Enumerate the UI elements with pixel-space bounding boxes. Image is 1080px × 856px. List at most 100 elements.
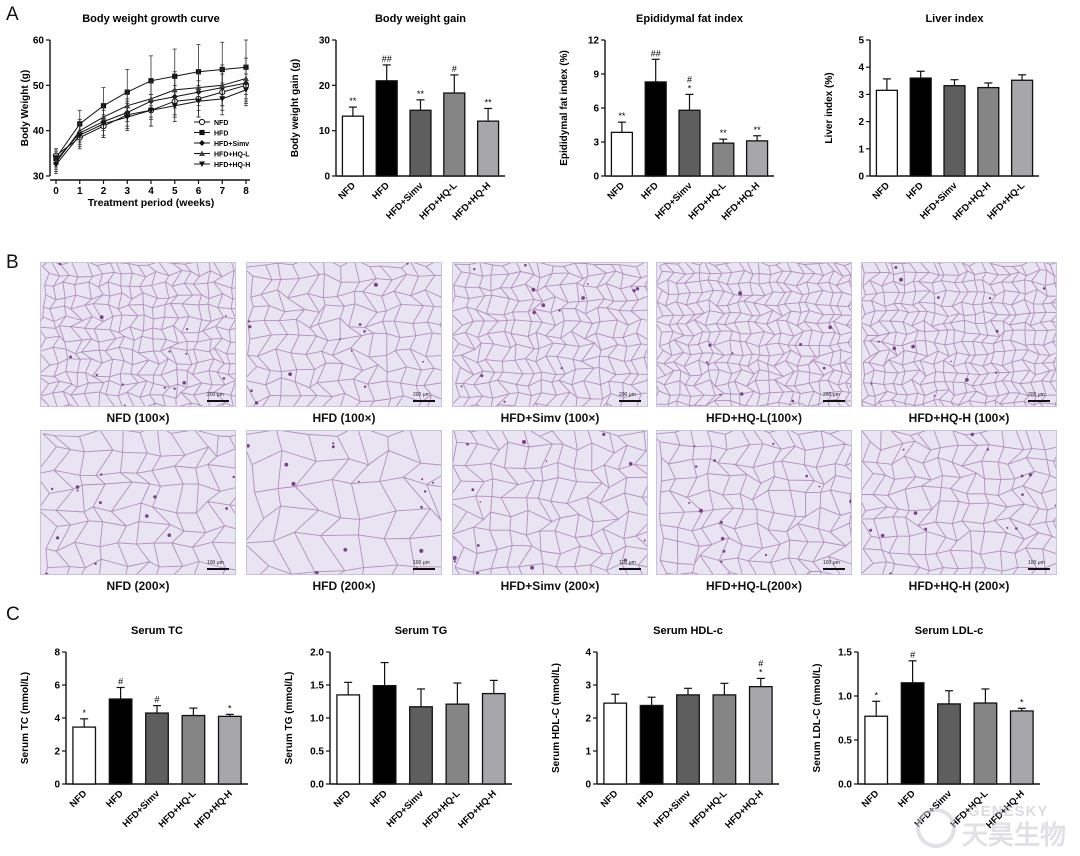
x-tick-label: HFD+HQ-H <box>456 788 499 831</box>
nucleus <box>363 330 366 333</box>
nucleus <box>479 501 482 503</box>
data-point <box>100 121 107 127</box>
genesky-watermark-logo: GENESKY 天昊生物 <box>916 803 1066 850</box>
legend-label: HFD <box>214 130 228 137</box>
tissue-texture <box>862 431 1056 574</box>
x-tick-label: NFD <box>605 180 627 202</box>
y-tick-label: 1 <box>858 144 864 155</box>
nucleus <box>1020 474 1024 478</box>
chart-title: Body weight growth curve <box>82 13 220 25</box>
data-point <box>148 107 154 114</box>
nucleus <box>422 360 424 363</box>
nucleus <box>95 373 98 377</box>
nucleus <box>182 381 186 385</box>
nucleus <box>632 289 636 293</box>
histology-image-hfd-hq-h-100x: 200 μm <box>861 262 1057 407</box>
histology-image-hfd-hq-l-100x: 200 μm <box>656 262 852 407</box>
y-tick-label: 4 <box>858 63 864 74</box>
y-axis-label: Serum TC (mmol/L) <box>20 672 31 764</box>
nucleus <box>530 565 534 570</box>
cell-membranes <box>247 263 441 406</box>
nucleus <box>222 377 226 380</box>
tissue-texture <box>247 263 441 406</box>
nucleus <box>693 445 696 448</box>
nucleus <box>1042 287 1046 290</box>
nucleus <box>913 511 918 515</box>
nucleus <box>1015 527 1018 530</box>
y-tick-label: 60 <box>33 36 45 47</box>
nucleus <box>56 536 60 540</box>
scale-bar <box>1028 568 1050 570</box>
nucleus <box>581 296 585 300</box>
significance-mark: # <box>910 650 915 660</box>
nucleus <box>76 489 79 492</box>
nucleus <box>1006 526 1009 529</box>
tissue-texture <box>453 431 647 574</box>
bar <box>181 714 206 785</box>
tissue-texture <box>453 263 647 406</box>
nucleus <box>720 536 725 541</box>
chart-title: Liver index <box>925 13 984 25</box>
cell-membranes <box>862 431 1056 574</box>
nucleus <box>695 465 698 468</box>
y-axis-label: Epididymal fat index (%) <box>559 50 570 166</box>
nucleus <box>889 572 892 574</box>
significance-mark: ## <box>382 54 392 64</box>
nucleus <box>995 329 999 333</box>
nucleus <box>911 344 915 349</box>
nucleus <box>560 367 563 370</box>
bar <box>639 704 664 785</box>
scale-bar-label: 100 μm <box>1028 560 1045 566</box>
nucleus <box>950 360 952 363</box>
bar <box>748 686 773 785</box>
scale-bar-label: 100 μm <box>413 560 430 566</box>
significance-mark: # <box>758 658 763 668</box>
y-tick-label: 2 <box>585 714 591 725</box>
bar <box>72 726 97 785</box>
bar <box>676 694 700 785</box>
y-tick-label: 0.0 <box>838 780 852 791</box>
nucleus <box>225 507 229 510</box>
bar <box>864 715 889 785</box>
histology-caption: NFD (100×) <box>106 411 170 425</box>
nucleus <box>315 571 319 574</box>
x-tick-label: 1 <box>77 186 83 197</box>
significance-mark: # <box>118 676 123 686</box>
bar <box>1009 710 1034 785</box>
nucleus <box>69 355 72 359</box>
bar <box>909 77 932 177</box>
significance-mark: ## <box>651 48 661 58</box>
x-tick-label: HFD+HQ-H <box>192 788 235 831</box>
nucleus <box>460 385 463 388</box>
x-tick-label: 7 <box>219 186 225 197</box>
chart-serum-tg: Serum TG Serum TG (mmol/L) 0.0 0.5 1.0 1.5 2.0… <box>284 625 512 831</box>
nucleus <box>248 320 251 323</box>
histology-caption: HFD+HQ-L(200×) <box>705 579 803 593</box>
scale-bar <box>619 400 641 402</box>
x-tick-label: HFD+HQ-H <box>723 788 766 831</box>
nucleus <box>466 442 469 446</box>
nucleus <box>101 574 105 575</box>
nucleus <box>123 404 126 406</box>
cell-membranes <box>657 263 851 406</box>
tissue-texture <box>862 263 1056 406</box>
nucleus <box>851 304 852 306</box>
chart-title: Serum TC <box>131 625 183 637</box>
nucleus <box>635 287 640 291</box>
tissue-background <box>453 431 647 574</box>
tissue-background <box>41 431 235 574</box>
nucleus <box>705 361 708 364</box>
nucleus <box>828 325 832 330</box>
chart-title: Serum TG <box>395 625 448 637</box>
nucleus <box>471 488 475 492</box>
y-axis-label: Serum LDL-C (mmol/L) <box>812 664 823 773</box>
nucleus <box>880 533 885 538</box>
x-tick-label: 2 <box>101 186 107 197</box>
scale-bar-label: 200 μm <box>823 392 840 398</box>
nucleus <box>232 475 235 479</box>
y-tick-label: 3 <box>858 90 864 101</box>
data-point <box>124 114 131 121</box>
nucleus <box>933 395 936 397</box>
nucleus <box>986 448 990 451</box>
